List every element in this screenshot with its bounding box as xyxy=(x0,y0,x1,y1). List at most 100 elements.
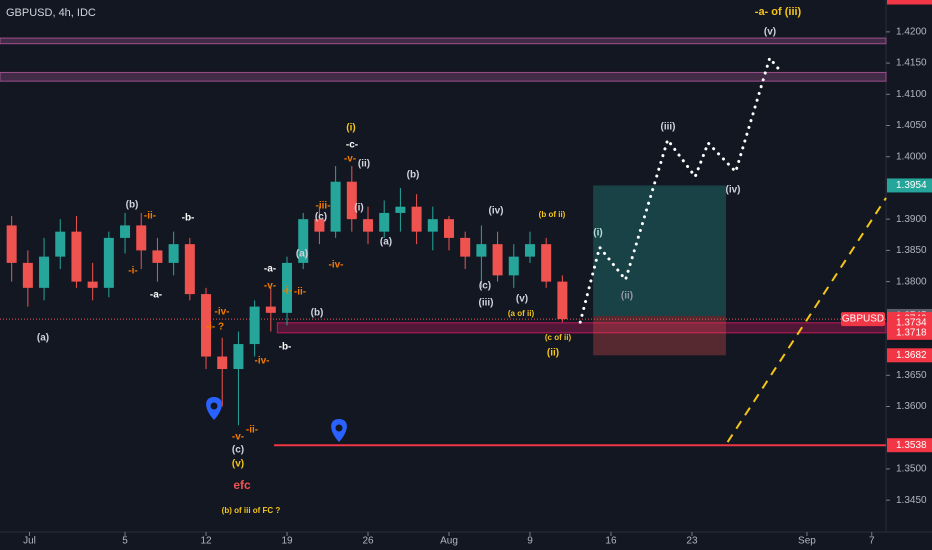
wave-label: (i) xyxy=(593,228,602,239)
wave-label: (i) xyxy=(346,123,355,134)
candle-body xyxy=(395,206,406,213)
price-tag-label: 1.3538 xyxy=(896,440,927,451)
wave-label: (i) xyxy=(354,203,363,214)
price-tag xyxy=(887,178,932,193)
candle-body xyxy=(541,244,552,282)
candle-body xyxy=(557,281,568,320)
wave-label: -a- xyxy=(150,290,162,301)
candle-body xyxy=(87,281,98,288)
candle-body xyxy=(492,244,503,276)
candle-body xyxy=(249,306,260,345)
candle-body xyxy=(136,225,147,251)
price-tag xyxy=(887,348,932,363)
wave-label: (b of ii) xyxy=(539,210,566,219)
y-tick-label: 1.4000 xyxy=(896,151,927,162)
pin-icon xyxy=(331,419,347,442)
price-tag-label: 1.3954 xyxy=(896,180,927,191)
wave-label: (ii) xyxy=(547,348,559,359)
candle-body xyxy=(217,356,228,370)
candle-body xyxy=(22,262,33,288)
x-tick-label: 12 xyxy=(200,536,212,547)
wave-label: -ii- xyxy=(246,425,258,436)
price-tag xyxy=(887,0,932,5)
wave-label: -v- xyxy=(232,432,244,443)
wave-label: (a) xyxy=(380,237,392,248)
price-tag xyxy=(887,438,932,453)
wave-label: (c) xyxy=(479,281,491,292)
candle-body xyxy=(363,219,374,232)
wave-label: efc xyxy=(233,478,251,492)
wave-label: -ii- xyxy=(144,211,156,222)
wave-label: -b- xyxy=(182,213,195,224)
wave-label: (c) xyxy=(232,445,244,456)
candle-body xyxy=(460,237,471,257)
x-tick-label: 19 xyxy=(281,536,293,547)
candle-body xyxy=(282,262,293,313)
wave-label: (iv) xyxy=(726,185,741,196)
candle-body xyxy=(346,181,357,220)
candle-body xyxy=(152,250,163,263)
wave-label: (b) xyxy=(311,308,324,319)
pin-icon xyxy=(206,397,222,420)
candle-body xyxy=(508,256,519,276)
symbol-tag xyxy=(841,312,885,327)
wave-label: (v) xyxy=(232,459,244,470)
candle-body xyxy=(314,219,325,232)
candle-body xyxy=(120,225,131,238)
candle-body xyxy=(330,181,341,232)
wave-label: (a of ii) xyxy=(508,309,535,318)
zone xyxy=(0,71,887,82)
y-tick-label: 1.3600 xyxy=(896,401,927,412)
wave-label: (c of ii) xyxy=(545,333,572,342)
price-tag xyxy=(887,325,932,340)
candle-body xyxy=(443,219,454,238)
x-tick-label: Aug xyxy=(440,536,458,547)
candle-body xyxy=(6,225,17,263)
wave-label: (c) xyxy=(315,212,327,223)
candle-body xyxy=(524,244,535,257)
symbol-tag-label: GBPUSD xyxy=(842,314,884,325)
wave-label: -i- ? xyxy=(206,322,224,333)
wave-label: -iv- xyxy=(255,356,270,367)
wave-label: (iii) xyxy=(479,298,494,309)
wave-label: (ii) xyxy=(358,159,370,170)
y-tick-label: 1.3450 xyxy=(896,495,927,506)
y-tick-label: 1.3850 xyxy=(896,245,927,256)
target-zone xyxy=(593,185,726,316)
wave-label: (v) xyxy=(764,27,776,38)
wave-label: (a) xyxy=(37,333,49,344)
price-tag-label: 1.4255 xyxy=(896,0,927,3)
candle-body xyxy=(476,244,487,257)
candle-body xyxy=(55,231,66,257)
x-tick-label: 23 xyxy=(686,536,698,547)
plot: -a- of (iii) (v) (iii) (iv) (i) (ii) (b of ii)… xyxy=(0,6,887,515)
wave-label: -b- xyxy=(279,342,292,353)
price-tag-label: 1.3682 xyxy=(896,350,927,361)
wave-label: -v- xyxy=(344,154,356,165)
wave-label: -c- xyxy=(346,140,358,151)
x-tick-label: 5 xyxy=(122,536,128,547)
y-tick-label: 1.4100 xyxy=(896,89,927,100)
y-tick-label: 1.3800 xyxy=(896,276,927,287)
y-tick-label: 1.4050 xyxy=(896,120,927,131)
candle-body xyxy=(71,231,82,282)
wave-label: -i- xyxy=(282,286,291,297)
candle-body xyxy=(298,219,309,263)
wave-label: -ii- xyxy=(294,287,306,298)
price-tag-label: 1.3734 xyxy=(896,317,927,328)
zone xyxy=(276,322,887,334)
wave-label: -v- xyxy=(264,281,276,292)
y-tick-label: 1.4200 xyxy=(896,26,927,37)
candle-body xyxy=(103,237,114,288)
y-tick-label: 1.4150 xyxy=(896,58,927,69)
wave-label: (a) xyxy=(296,249,308,260)
wave-label: -iv- xyxy=(215,307,230,318)
trend-line xyxy=(726,197,887,443)
candle-body xyxy=(168,244,179,263)
candle-body xyxy=(379,212,390,232)
wave-label: (v) xyxy=(516,294,528,305)
wave-label: (ii) xyxy=(621,291,633,302)
candle-body xyxy=(411,206,422,232)
